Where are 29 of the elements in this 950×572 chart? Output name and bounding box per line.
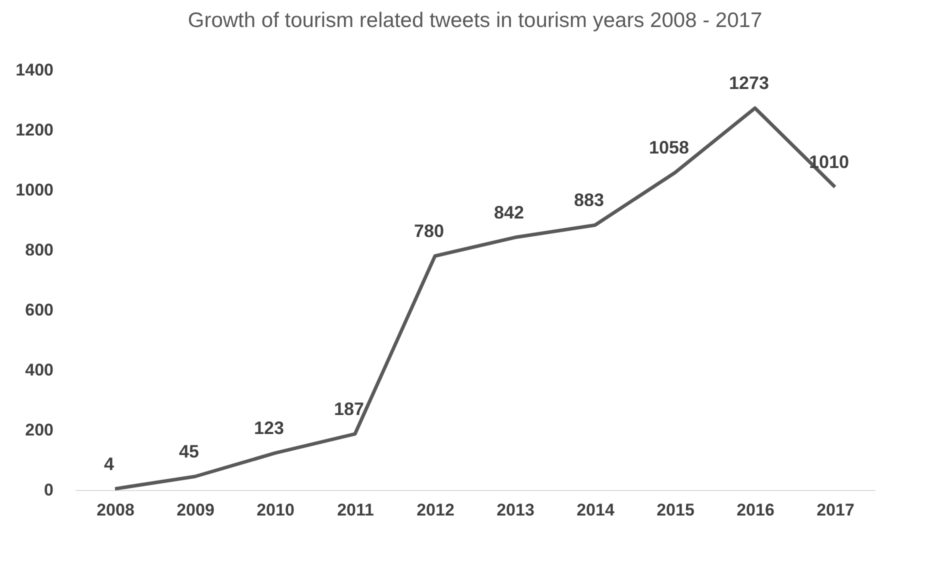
data-label: 45 xyxy=(178,442,200,462)
x-tick-label: 2010 xyxy=(256,500,294,520)
y-tick-label: 1200 xyxy=(16,120,54,140)
y-tick-label: 200 xyxy=(25,420,54,440)
x-tick-label: 2008 xyxy=(96,500,134,520)
data-label: 4 xyxy=(104,454,114,474)
x-tick-label: 2015 xyxy=(656,500,694,520)
y-tick-label: 400 xyxy=(25,360,54,380)
x-tick-label: 2017 xyxy=(816,500,854,520)
y-tick-label: 0 xyxy=(44,480,54,500)
x-tick-label: 2013 xyxy=(496,500,534,520)
data-label: 842 xyxy=(494,202,524,222)
y-tick-label: 1400 xyxy=(16,60,54,80)
y-tick-label: 600 xyxy=(25,300,54,320)
x-tick-label: 2014 xyxy=(576,500,615,520)
data-label: 1058 xyxy=(648,138,690,158)
data-label: 1273 xyxy=(728,73,770,94)
data-label: 1010 xyxy=(808,152,850,172)
chart-title: Growth of tourism related tweets in tourism years 2008 - 2017 xyxy=(188,9,762,32)
y-tick-label: 1000 xyxy=(16,180,54,200)
data-label: 883 xyxy=(574,190,604,210)
data-label: 780 xyxy=(414,221,444,241)
y-tick-label: 800 xyxy=(25,240,54,260)
x-tick-label: 2011 xyxy=(337,500,374,520)
x-tick-label: 2009 xyxy=(176,500,214,520)
data-label: 187 xyxy=(334,398,364,419)
x-tick-label: 2016 xyxy=(736,500,774,520)
x-tick-label: 2012 xyxy=(416,500,454,520)
data-label: 123 xyxy=(254,418,284,438)
